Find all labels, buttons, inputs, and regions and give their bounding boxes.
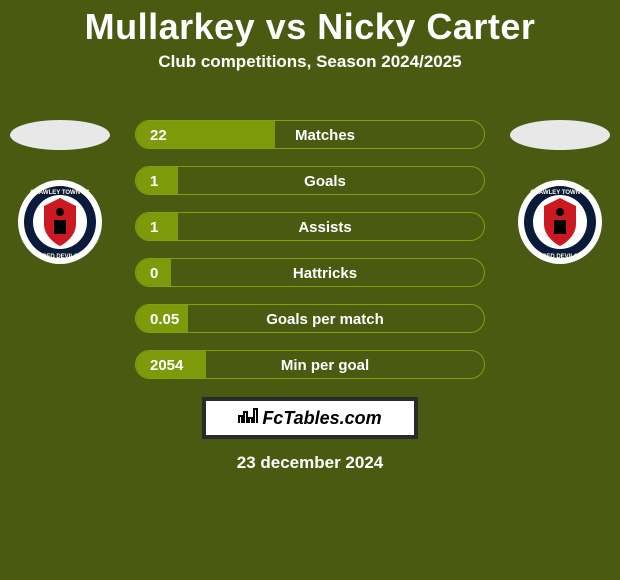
svg-text:RED DEVILS: RED DEVILS <box>542 254 578 260</box>
stat-bar: 2054Min per goal <box>135 350 485 379</box>
player-right-avatar <box>510 120 610 150</box>
player-right-club-badge: CRAWLEY TOWN FC RED DEVILS <box>518 180 602 264</box>
svg-text:CRAWLEY TOWN FC: CRAWLEY TOWN FC <box>530 190 590 196</box>
chart-icon <box>238 408 258 429</box>
stat-label: Goals <box>136 167 484 195</box>
date-text: 23 december 2024 <box>0 453 620 473</box>
stat-bar: 1Assists <box>135 212 485 241</box>
svg-text:RED DEVILS: RED DEVILS <box>42 254 78 260</box>
stat-bar: 22Matches <box>135 120 485 149</box>
page-subtitle: Club competitions, Season 2024/2025 <box>0 52 620 72</box>
stat-bar: 1Goals <box>135 166 485 195</box>
attribution-text: FcTables.com <box>262 408 381 429</box>
stat-bar: 0Hattricks <box>135 258 485 287</box>
club-badge-icon: CRAWLEY TOWN FC RED DEVILS <box>518 180 602 264</box>
stat-label: Assists <box>136 213 484 241</box>
player-left-avatar <box>10 120 110 150</box>
attribution-badge: FcTables.com <box>202 397 418 439</box>
stat-bar: 0.05Goals per match <box>135 304 485 333</box>
player-right-column: CRAWLEY TOWN FC RED DEVILS <box>510 120 610 264</box>
club-badge-icon: CRAWLEY TOWN FC RED DEVILS <box>18 180 102 264</box>
player-left-club-badge: CRAWLEY TOWN FC RED DEVILS <box>18 180 102 264</box>
stat-label: Hattricks <box>136 259 484 287</box>
svg-text:CRAWLEY TOWN FC: CRAWLEY TOWN FC <box>30 190 90 196</box>
stat-label: Min per goal <box>136 351 484 379</box>
player-left-column: CRAWLEY TOWN FC RED DEVILS <box>10 120 110 264</box>
stat-bars: 22Matches 1Goals 1Assists 0Hattricks 0.05Goa… <box>135 120 485 379</box>
comparison-content: CRAWLEY TOWN FC RED DEVILS CRAWLEY TOWN … <box>0 120 620 473</box>
stat-label: Goals per match <box>136 305 484 333</box>
stat-label: Matches <box>136 121 484 149</box>
page-title: Mullarkey vs Nicky Carter <box>0 0 620 52</box>
